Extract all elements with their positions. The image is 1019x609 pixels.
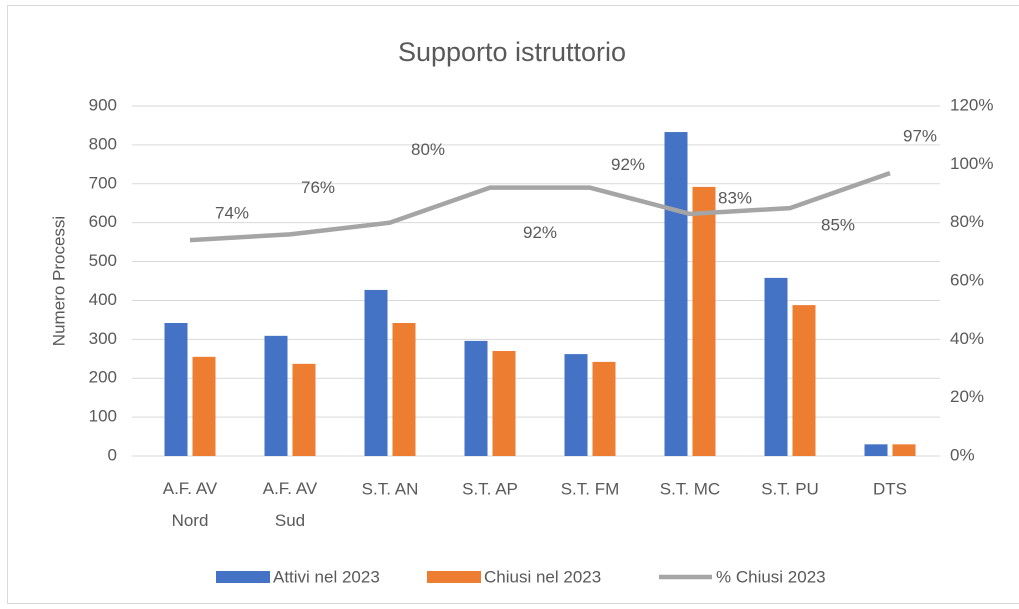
bar bbox=[792, 305, 816, 456]
y-tick-label: 800 bbox=[89, 134, 117, 153]
x-tick-line: A.F. AV bbox=[163, 479, 218, 498]
y-tick-label: 500 bbox=[89, 251, 117, 270]
y-axis-title: Numero Processi bbox=[49, 216, 68, 346]
bar bbox=[592, 361, 616, 456]
bar bbox=[564, 354, 588, 456]
x-tick-label: S.T. PU bbox=[761, 479, 819, 498]
data-label: 76% bbox=[301, 178, 335, 197]
x-tick-label: DTS bbox=[873, 479, 907, 498]
x-tick-line: Sud bbox=[275, 511, 305, 530]
x-tick-label: A.F. AV Nord bbox=[163, 479, 218, 530]
bar bbox=[492, 351, 516, 456]
y-tick-label: 100 bbox=[89, 407, 117, 426]
x-tick-line: A.F. AV bbox=[263, 479, 318, 498]
y2-tick-label: 60% bbox=[950, 270, 984, 289]
y-tick-label: 900 bbox=[89, 95, 117, 114]
legend-label: % Chiusi 2023 bbox=[716, 567, 826, 586]
y2-tick-label: 80% bbox=[950, 212, 984, 231]
bar bbox=[864, 444, 888, 456]
line bbox=[189, 170, 891, 243]
bar bbox=[264, 335, 288, 456]
bar bbox=[292, 363, 316, 456]
x-tick-line: Nord bbox=[172, 511, 209, 530]
y-tick-label: 300 bbox=[89, 329, 117, 348]
data-label: 85% bbox=[821, 216, 855, 235]
data-label: 74% bbox=[215, 204, 249, 223]
y-tick-label: 200 bbox=[89, 368, 117, 387]
y-tick-label: 400 bbox=[89, 290, 117, 309]
bar bbox=[164, 323, 188, 456]
y-tick-label: 700 bbox=[89, 173, 117, 192]
x-tick-label: S.T. MC bbox=[660, 479, 720, 498]
bar bbox=[764, 277, 788, 456]
y2-tick-label: 100% bbox=[950, 154, 993, 173]
bar bbox=[392, 323, 416, 456]
y-tick-label: 600 bbox=[89, 212, 117, 231]
bar bbox=[364, 289, 388, 456]
y-tick-label: 0 bbox=[108, 445, 117, 464]
chart-title: Supporto istruttorio bbox=[398, 37, 626, 67]
legend-label: Chiusi nel 2023 bbox=[484, 567, 601, 586]
data-label: 92% bbox=[523, 223, 557, 242]
data-label: 92% bbox=[611, 155, 645, 174]
bar bbox=[692, 186, 716, 456]
y2-tick-label: 40% bbox=[950, 329, 984, 348]
bar bbox=[464, 340, 488, 456]
bar bbox=[192, 356, 216, 456]
x-tick-label: S.T. FM bbox=[561, 479, 620, 498]
data-label: 80% bbox=[411, 140, 445, 159]
bar bbox=[892, 444, 916, 456]
chart-frame bbox=[7, 5, 1019, 604]
y2-tick-label: 0% bbox=[950, 445, 975, 464]
y2-tick-label: 20% bbox=[950, 387, 984, 406]
bar bbox=[664, 132, 688, 457]
y2-tick-label: 120% bbox=[950, 95, 993, 114]
legend-label: Attivi nel 2023 bbox=[273, 567, 380, 586]
x-tick-label: S.T. AP bbox=[462, 479, 518, 498]
data-label: 83% bbox=[718, 188, 752, 207]
legend-swatch bbox=[216, 571, 270, 583]
data-label: 97% bbox=[903, 127, 937, 146]
x-tick-label: A.F. AV Sud bbox=[263, 479, 318, 530]
x-tick-label: S.T. AN bbox=[362, 479, 419, 498]
legend-swatch bbox=[427, 571, 481, 583]
